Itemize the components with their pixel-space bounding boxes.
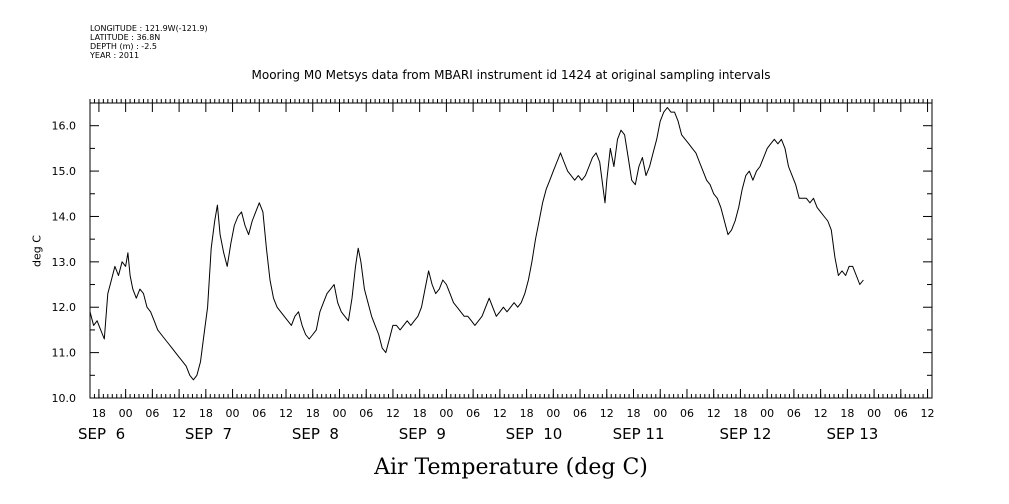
y-axis-label: deg C (30, 235, 44, 267)
y-tick-label: 14.0 (52, 210, 77, 223)
series-group (89, 107, 864, 381)
x-day-label: SEP 7 (185, 425, 232, 443)
x-hour-label: 18 (92, 407, 106, 420)
x-hour-label: 12 (707, 407, 721, 420)
latitude-label: LATITUDE : 36.8N (90, 33, 161, 42)
x-axis-label: Air Temperature (deg C) (374, 455, 648, 480)
x-hour-label: 06 (787, 407, 801, 420)
x-hour-label: 00 (867, 407, 881, 420)
x-hour-label: 18 (733, 407, 747, 420)
x-hour-label: 00 (546, 407, 560, 420)
x-day-label: SEP 10 (506, 425, 563, 443)
x-hour-label: 18 (413, 407, 427, 420)
x-hour-label: 06 (145, 407, 159, 420)
x-day-label: SEP 8 (292, 425, 339, 443)
plot-frame (89, 102, 933, 399)
x-hour-label: 00 (119, 407, 133, 420)
x-hour-label: 12 (172, 407, 186, 420)
x-hour-label: 18 (520, 407, 534, 420)
x-hour-label: 18 (199, 407, 213, 420)
x-day-label: SEP 12 (720, 425, 772, 443)
x-hour-label: 00 (332, 407, 346, 420)
x-hour-label: 12 (386, 407, 400, 420)
x-axis: 18 00 06 12 18 00 06 12 18 00 06 12 18 00 06 12 18 00 06 12… (78, 99, 935, 443)
year-label: YEAR : 2011 (90, 51, 140, 60)
chart-title: Mooring M0 Metsys data from MBARI instru… (251, 68, 771, 82)
y-tick-label: 12.0 (52, 301, 77, 314)
y-axis: 10.0 11.0 12.0 13.0 14.0 15.0 16.0 (52, 120, 932, 405)
x-hour-label: 12 (600, 407, 614, 420)
x-hour-label: 18 (306, 407, 320, 420)
x-hour-label: 06 (359, 407, 373, 420)
x-hour-label: 00 (653, 407, 667, 420)
x-day-label: SEP 9 (399, 425, 446, 443)
y-tick-label: 16.0 (52, 120, 77, 133)
x-day-label: SEP 11 (613, 425, 665, 443)
x-day-label: SEP 6 (78, 425, 125, 443)
air-temperature-line (89, 107, 864, 381)
x-hour-label: 06 (252, 407, 266, 420)
x-hour-label: 06 (894, 407, 908, 420)
y-tick-label: 11.0 (52, 347, 77, 360)
y-tick-label: 15.0 (52, 165, 77, 178)
x-hour-label: 12 (814, 407, 828, 420)
x-hour-label: 06 (466, 407, 480, 420)
x-hour-label: 00 (760, 407, 774, 420)
x-hour-label: 00 (439, 407, 453, 420)
x-hour-label: 00 (226, 407, 240, 420)
longitude-label: LONGITUDE : 121.9W(-121.9) (90, 24, 208, 33)
x-hour-label: 12 (493, 407, 507, 420)
y-tick-label: 13.0 (52, 256, 77, 269)
x-hour-label: 12 (921, 407, 935, 420)
depth-label: DEPTH (m) : -2.5 (90, 42, 157, 51)
x-day-label: SEP 13 (826, 425, 878, 443)
x-hour-label: 12 (279, 407, 293, 420)
x-hour-label: 18 (840, 407, 854, 420)
x-hour-label: 06 (680, 407, 694, 420)
x-hour-label: 06 (573, 407, 587, 420)
x-hour-label: 18 (627, 407, 641, 420)
y-tick-label: 10.0 (52, 392, 77, 405)
